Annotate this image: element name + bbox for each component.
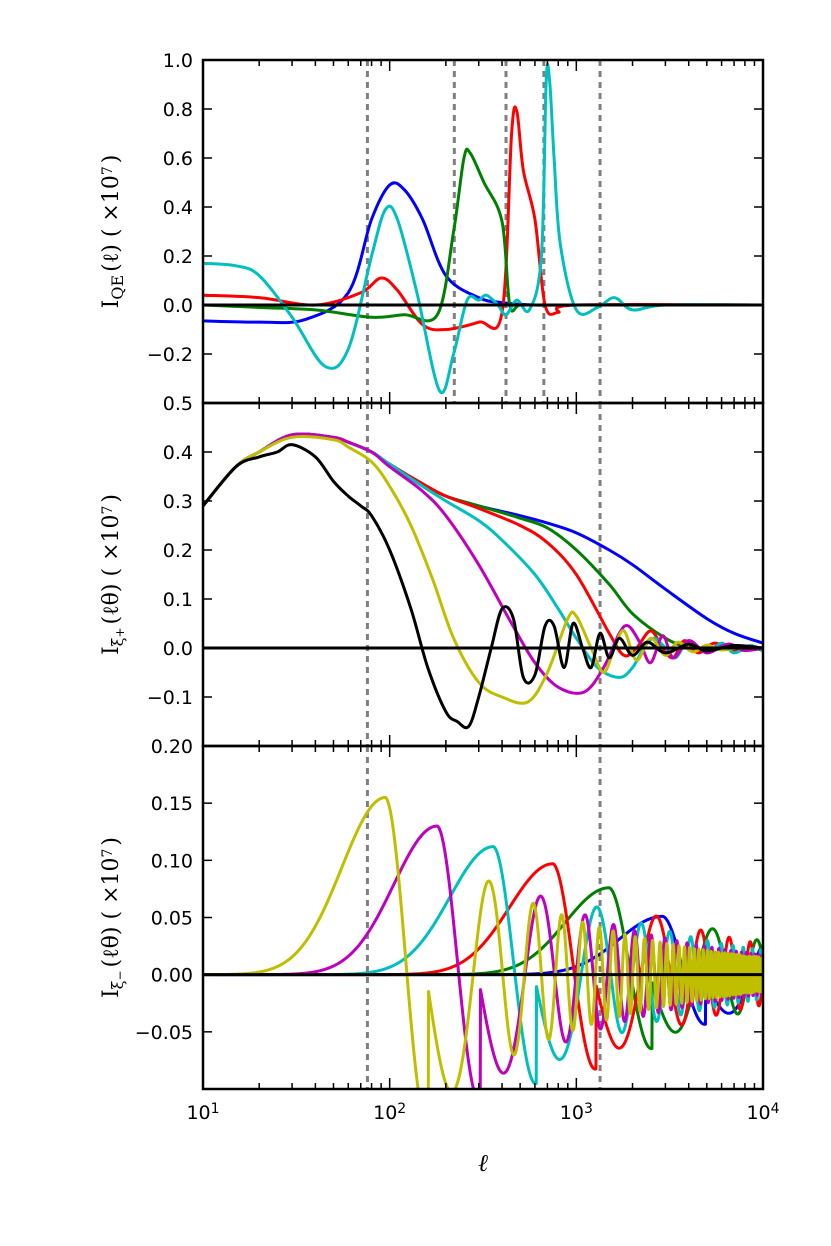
axes-frame-top [201,58,765,405]
ytick-label-bottom-1: 0.00 [151,965,193,987]
ytick-label-top-0: −0.2 [147,344,193,366]
series-group-middle [203,432,763,730]
ylabel-middle: Iξ+(ℓθ) ( ×107) [99,494,127,655]
ytick-label-middle-5: 0.4 [163,442,193,464]
ytick-label-bottom-4: 0.15 [151,793,193,815]
line-middle-magenta [203,432,763,695]
line-middle-red [203,432,763,660]
ytick-label-bottom-0: −0.05 [135,1022,193,1044]
xlabel: ℓ [478,1149,488,1177]
xtick-label-0: 101 [186,1101,219,1124]
line-middle-black [203,443,763,730]
series-group-top [203,62,763,395]
ytick-label-top-1: 0.0 [163,295,193,317]
ytick-label-middle-6: 0.5 [163,393,193,415]
panel-bottom: −0.05 0.00 0.05 0.10 0.15 0.20 Iξ−(ℓθ) ( ×107)… [99,736,780,1177]
ylabel-top: IQE(ℓ) ( ×107) [99,155,127,309]
line-bottom-yellow [203,795,763,1089]
xtick-label-3: 104 [746,1101,779,1124]
ytick-label-top-6: 1.0 [163,50,193,72]
series-group-bottom [203,795,763,1089]
panel-top: −0.2 0.0 0.2 0.4 0.6 0.8 1.0 IQE(ℓ) ( ×107) [99,50,765,405]
panel-middle: −0.1 0.0 0.1 0.2 0.3 0.4 0.5 Iξ+(ℓθ) ( ×107) [99,393,765,748]
ytick-label-middle-0: −0.1 [147,687,193,709]
ytick-label-top-3: 0.4 [163,197,193,219]
xtick-label-1: 102 [373,1101,406,1124]
ytick-label-top-5: 0.8 [163,99,193,121]
line-middle-blue [203,432,763,645]
ylabel-bottom: Iξ−(ℓθ) ( ×107) [99,837,127,998]
ytick-label-middle-2: 0.1 [163,589,193,611]
ytick-label-top-2: 0.2 [163,246,193,268]
ytick-label-middle-3: 0.2 [163,540,193,562]
ytick-label-bottom-2: 0.05 [151,908,193,930]
line-top-red [203,105,763,332]
ytick-label-middle-4: 0.3 [163,491,193,513]
ytick-label-bottom-3: 0.10 [151,850,193,872]
ytick-label-top-4: 0.6 [163,148,193,170]
ytick-label-middle-1: 0.0 [163,638,193,660]
axes-frame-bottom [201,744,765,1091]
line-top-cyan [203,62,763,395]
xtick-label-2: 103 [560,1101,593,1124]
ytick-label-bottom-5: 0.20 [151,736,193,758]
line-middle-green [203,432,763,653]
